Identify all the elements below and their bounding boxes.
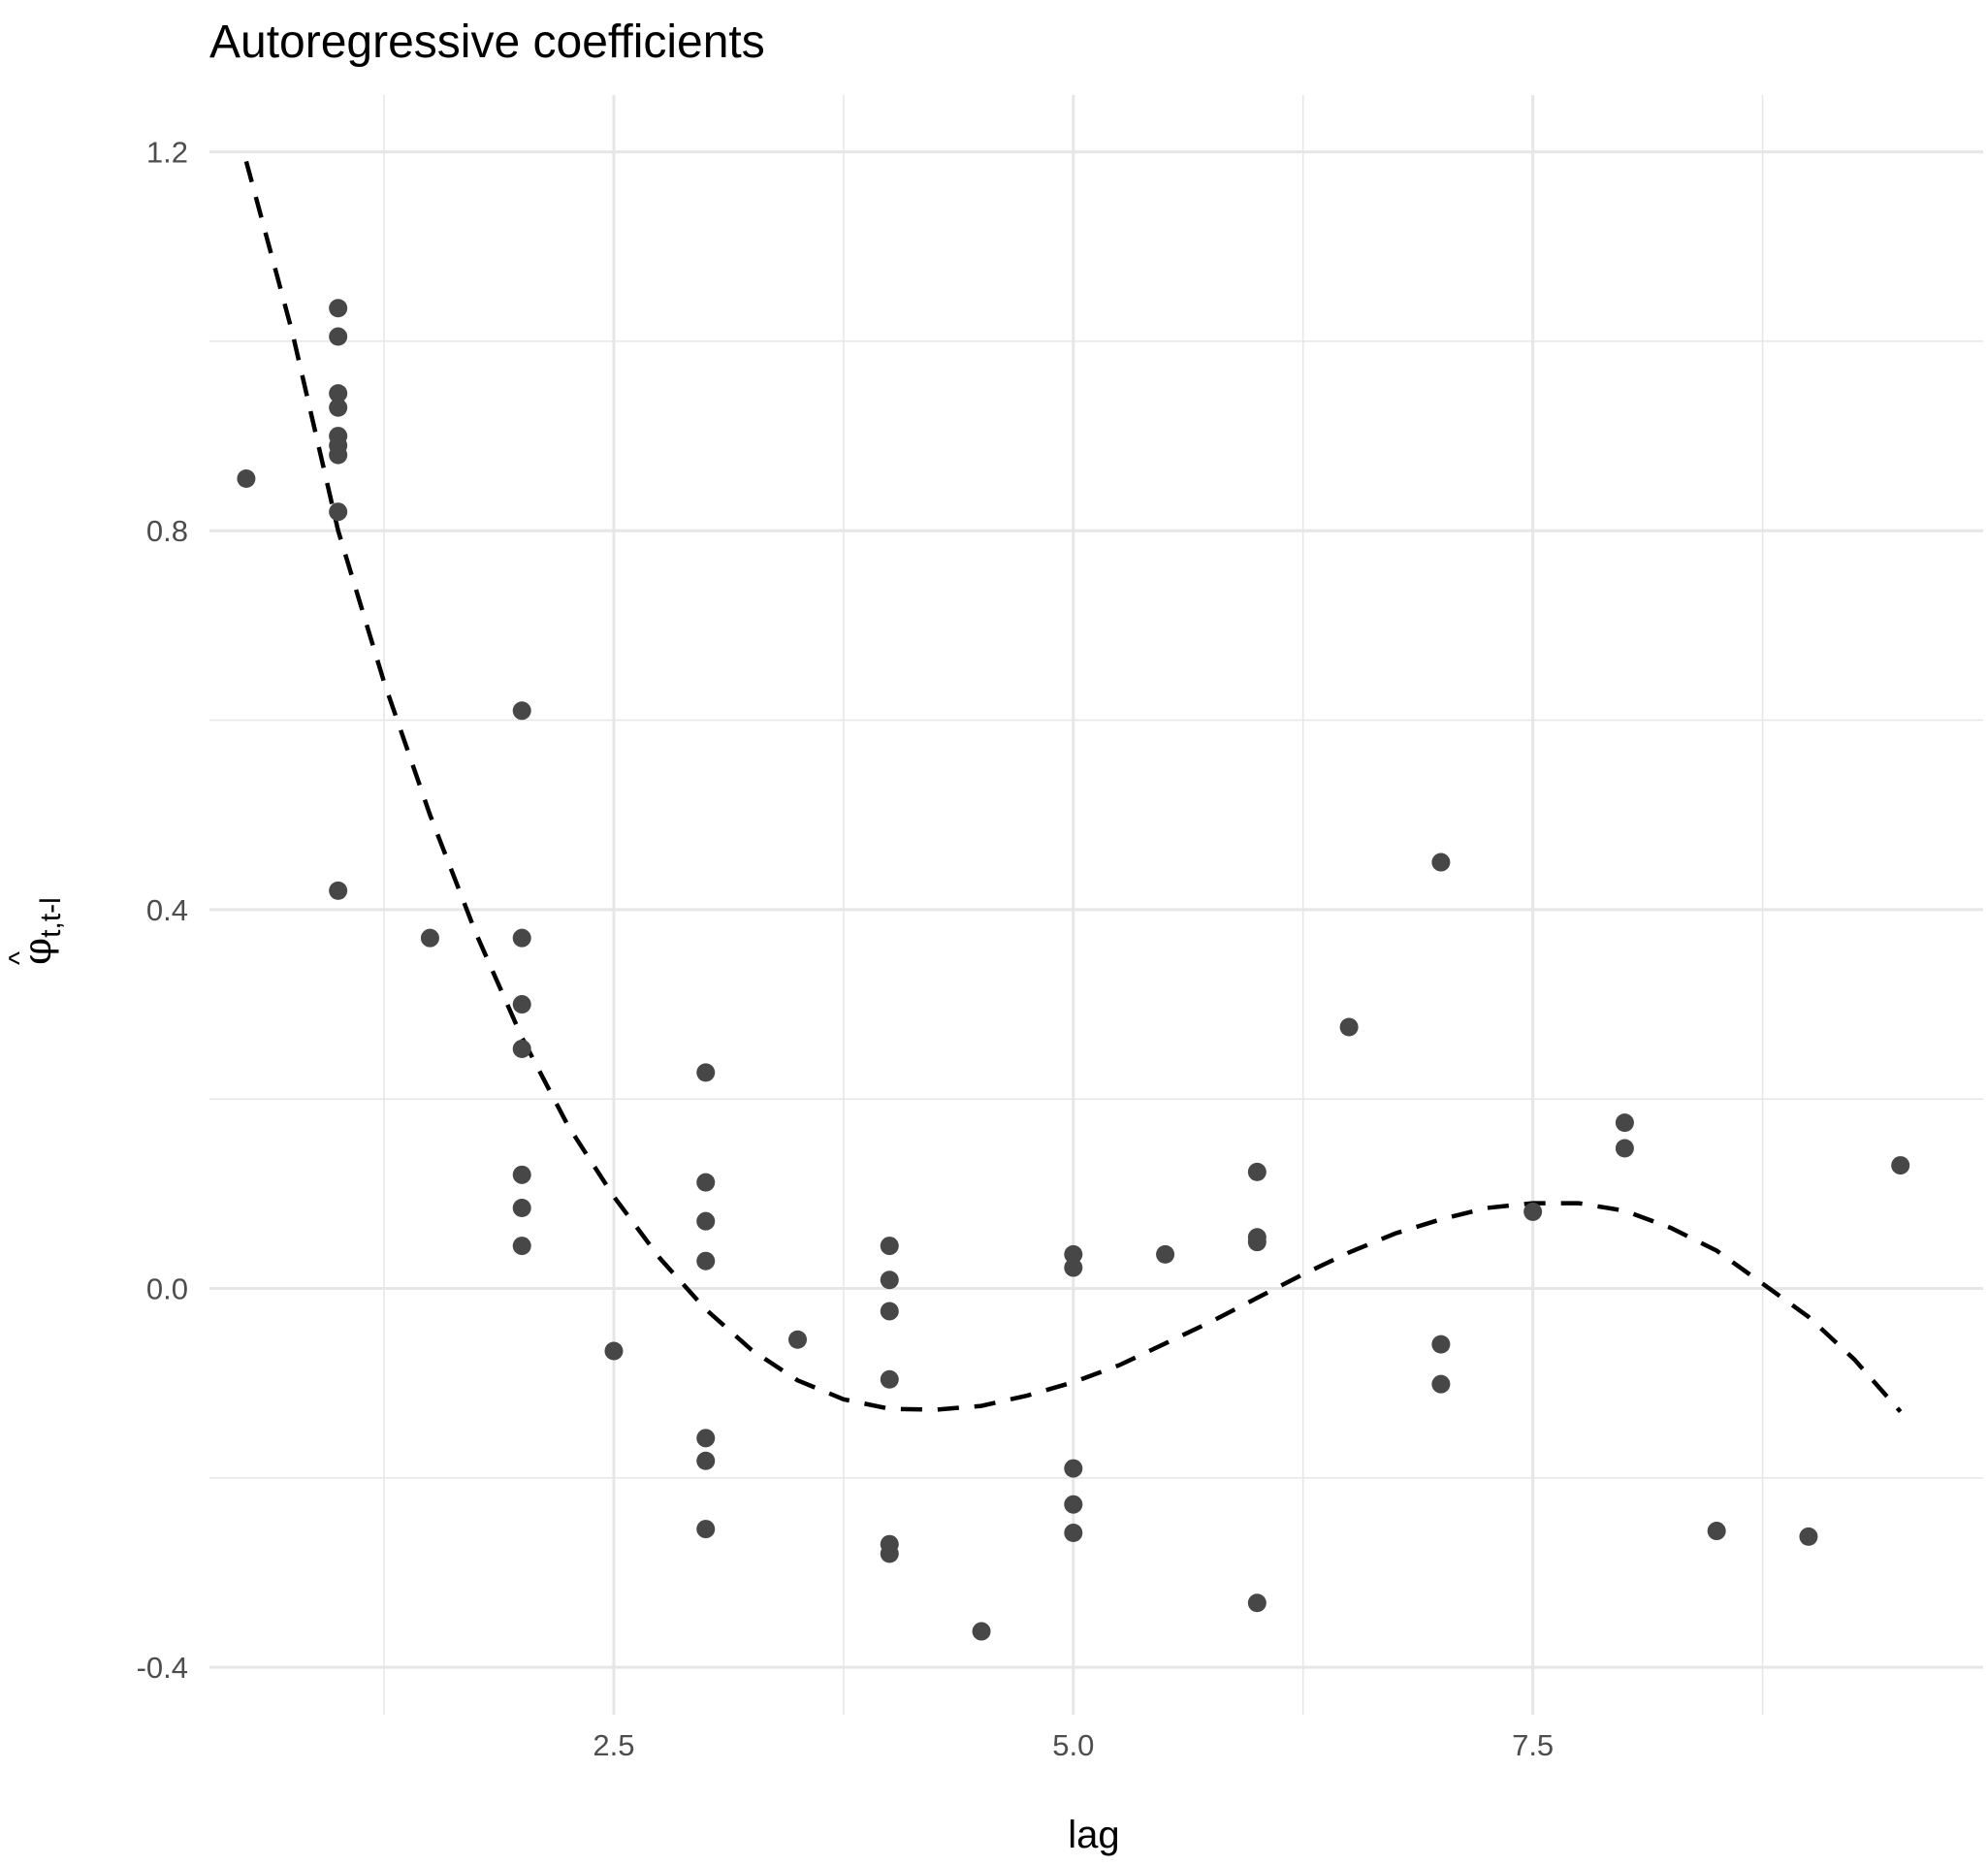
data-point [329,398,348,417]
svg-text:φt,t-l: φt,t-l [16,897,67,965]
data-point [1799,1527,1818,1546]
data-point [1615,1139,1634,1158]
data-point [237,469,256,489]
y-tick-label: -0.4 [137,1651,188,1685]
data-point [696,1251,716,1271]
minor-gridlines [209,95,1983,1715]
data-point [880,1237,899,1256]
y-tick-label: 0.4 [146,893,188,927]
data-point [696,1173,716,1192]
data-point [972,1622,991,1641]
data-point [880,1369,899,1389]
y-tick-label: 1.2 [146,136,188,170]
y-axis-title-subscript: t,t-l [35,897,67,938]
data-point [880,1544,899,1563]
chart-title: Autoregressive coefficients [209,16,765,68]
y-axis-title-accent: ^ [4,951,36,965]
data-point [604,1341,624,1361]
data-point [696,1451,716,1470]
scatter-points [237,299,1910,1641]
data-point [329,502,348,522]
data-point [329,327,348,346]
data-point [512,1237,531,1256]
data-point [880,1302,899,1321]
data-point [1615,1113,1634,1133]
data-point [512,1039,531,1058]
data-point [788,1330,808,1349]
data-point [1064,1244,1083,1264]
x-tick-label: 7.5 [1512,1728,1554,1762]
data-point [1064,1523,1083,1542]
data-point [1431,1374,1451,1394]
data-point [329,881,348,900]
data-point [1707,1522,1726,1541]
data-point [880,1271,899,1290]
data-point [512,928,531,948]
data-point [512,995,531,1014]
data-point [512,1199,531,1218]
data-point [1431,1335,1451,1354]
data-point [696,1211,716,1231]
data-point [1156,1244,1175,1264]
data-point [420,928,439,948]
data-point [512,701,531,721]
x-axis-tick-labels: 2.5 5.0 7.5 [593,1728,1554,1762]
data-point [329,384,348,403]
data-point [696,1520,716,1539]
data-point [1247,1162,1267,1181]
data-point [1064,1459,1083,1478]
x-tick-label: 2.5 [593,1728,634,1762]
data-point [329,299,348,318]
y-axis-title: φt,t-l ^ [4,897,67,965]
y-axis-tick-labels: -0.4 0.0 0.4 0.8 1.2 [137,136,188,1686]
data-point [512,1165,531,1184]
data-point [1431,853,1451,872]
x-axis-title: lag [1068,1814,1119,1856]
data-point [1064,1258,1083,1277]
major-gridlines [209,95,1983,1715]
data-point [1247,1233,1267,1252]
x-tick-label: 5.0 [1052,1728,1094,1762]
y-tick-label: 0.8 [146,514,188,548]
y-tick-label: 0.0 [146,1272,188,1306]
data-point [329,445,348,465]
data-point [696,1429,716,1448]
data-point [696,1063,716,1082]
data-point [1523,1202,1543,1221]
data-point [1339,1017,1359,1037]
data-point [1247,1593,1267,1613]
y-axis-title-symbol: φ [16,938,60,965]
data-point [1064,1495,1083,1514]
data-point [1891,1156,1910,1175]
